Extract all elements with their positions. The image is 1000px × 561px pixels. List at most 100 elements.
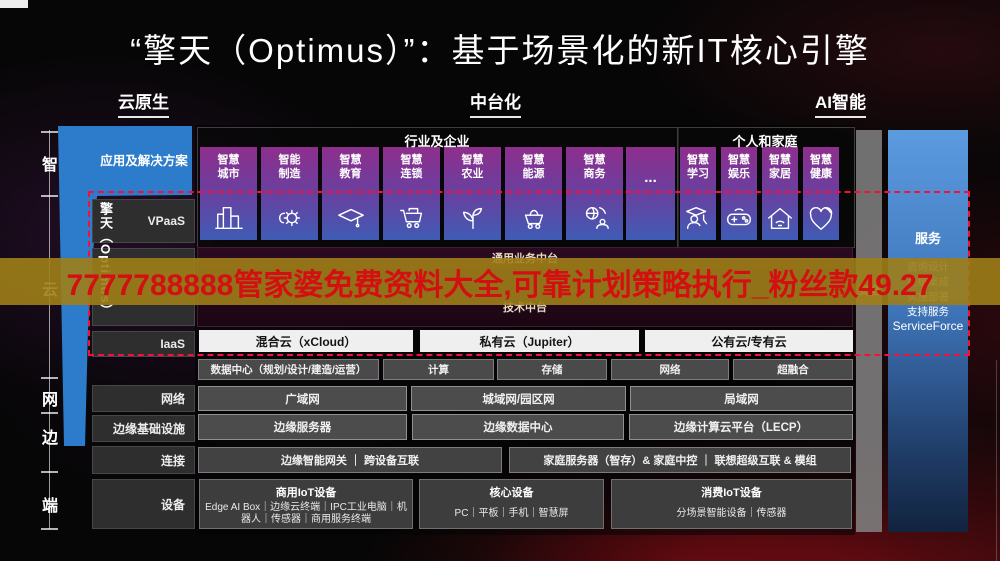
smart-home-icon [762,203,798,233]
tile-label-line2: 制造 [278,168,301,180]
pillar-ai: AI智能 [815,88,866,118]
lan-box: 局域网 [630,386,853,411]
tile-smart-energy: 智慧 能源 [505,147,562,240]
compute-box: 计算 [383,359,494,380]
tile-label-line2: 健康 [810,168,832,180]
pillar-mid-platform: 中台化 [470,88,521,118]
tile-smart-retail-chain: 智慧 连锁 [383,147,440,240]
education-icon [322,203,379,233]
security-bar [856,130,882,532]
network-box: 网络 [611,359,729,380]
tile-label-line2: 学习 [687,168,709,180]
left-label-device: 设备 [92,479,195,529]
tile-label-line1: 智慧 [400,154,423,166]
datacenter-box: 数据中心（规划/设计/建造/运营） [198,359,379,380]
tile-label-line2: 连锁 [400,168,423,180]
tile-label: 智慧 连锁 [383,147,440,181]
health-icon [803,203,839,233]
tile-label-line1: 智慧 [769,154,791,166]
retail-chain-icon [383,203,440,233]
rail-tick [41,412,58,414]
public-cloud-box: 公有云/专有云 [645,330,853,352]
tile-smart-agriculture: 智慧 农业 [444,147,501,240]
service-column [888,130,968,532]
tile-label: 智慧 娱乐 [721,147,757,181]
service-item-support: 支持服务 [907,306,949,318]
tile-label-line1: 智能 [278,154,301,166]
industry-group-title: 行业及企业 [404,134,470,149]
serviceforce-brand: ServiceForce [892,319,964,333]
tile-label-line1: 智慧 [217,154,240,166]
man-campus-box: 城域网/园区网 [411,386,626,411]
tile-smart-city: 智慧 城市 [200,147,257,240]
tile-label: 智能 制造 [261,147,318,181]
watermark-banner: 7777788888管家婆免费资料大全,可靠计划策略执行_粉丝款49.27 [0,258,1000,305]
home-server-box: 家庭服务器（智存）& 家庭中控 ｜ 联想超级互联 & 模组 [509,447,851,473]
tile-label-line2: 城市 [217,168,240,180]
edge-server-box: 边缘服务器 [198,414,407,440]
tile-label-line2: 家居 [769,168,791,180]
watermark-text: 7777788888管家婆免费资料大全,可靠计划策略执行_粉丝款49.27 [66,268,934,302]
rail-tick [41,377,58,379]
tile-smart-home: 智慧 家居 [762,147,798,240]
rail-tick [41,195,58,197]
hyperconverged-box: 超融合 [733,359,853,380]
hybrid-cloud-box: 混合云（xCloud） [199,330,413,352]
edge-cloud-platform-box: 边缘计算云平台（LECP） [629,414,853,440]
tech-midplatform-label: 技术中台 [503,302,547,314]
rail-tick [41,131,58,133]
tile-smart-manufacturing: 智能 制造 [261,147,318,240]
tile-label-line1: 智慧 [339,154,362,166]
left-label-edge-infra: 边缘基础设施 [92,415,195,442]
tile-smart-learning: 智慧 学习 [680,147,716,240]
left-label-iaas: IaaS [92,331,195,357]
tile-smart-entertainment: 智慧 娱乐 [721,147,757,240]
wan-box: 广域网 [198,386,407,411]
tile-label-line1: 智慧 [687,154,709,166]
rail-tick [41,528,58,530]
learning-icon [680,203,716,233]
commercial-iot-box: 商用IoT设备 Edge AI Box｜边缘云终端｜IPC工业电脑｜机器人｜传感… [199,479,413,529]
commerce-icon [566,203,623,233]
tile-label: 智慧 农业 [444,147,501,181]
rail-char-duan: 端 [41,498,58,515]
corner-notch [0,0,28,8]
rail-char-bian: 边 [41,430,58,447]
consumer-iot-title: 消费IoT设备 [701,487,762,499]
tile-label-line2: 教育 [339,168,362,180]
personal-group-title: 个人和家庭 [732,134,798,149]
tile-label: 智慧 学习 [680,147,716,181]
tile-smart-education: 智慧 教育 [322,147,379,240]
energy-icon [505,203,562,233]
consumer-iot-box: 消费IoT设备 分场景智能设备｜传感器 [611,479,852,529]
tile-label: 智慧 健康 [803,147,839,181]
tile-smart-commerce: 智慧 商务 [566,147,623,240]
left-label-network: 网络 [92,385,195,412]
core-device-desc: PC｜平板｜手机｜智慧屏 [454,508,569,519]
commercial-iot-desc: Edge AI Box｜边缘云终端｜IPC工业电脑｜机器人｜传感器｜商用服务终端 [205,502,407,525]
left-label-vpaas: VPaaS [92,199,195,243]
storage-box: 存储 [497,359,607,380]
tile-label-line1: 智慧 [810,154,832,166]
tile-label: 智慧 家居 [762,147,798,181]
left-label-connect: 连接 [92,446,195,474]
slide-title: “擎天（Optimus）”：基于场景化的新IT核心引擎 [130,32,870,69]
rail-char-zhi: 智 [41,157,58,174]
private-cloud-box: 私有云（Jupiter） [420,330,639,352]
edge-gateway-box: 边缘智能网关 ｜ 跨设备互联 [198,447,502,473]
edge-datacenter-box: 边缘数据中心 [412,414,624,440]
manufacturing-icon [261,203,318,233]
core-device-box: 核心设备 PC｜平板｜手机｜智慧屏 [419,479,604,529]
tile-label-line1: 智慧 [583,154,606,166]
city-icon [200,203,257,233]
agriculture-icon [444,203,501,233]
tile-label-line1: 智慧 [522,154,545,166]
tile-label: 智慧 城市 [200,147,257,181]
tile-label-line1: 智慧 [728,154,750,166]
tile-label: 智慧 商务 [566,147,623,181]
tile-label-line2: 商务 [583,168,606,180]
service-title: 服务 [914,231,941,246]
left-label-solutions: 应用及解决方案 [100,154,188,168]
pillar-cloud-native: 云原生 [118,88,169,118]
